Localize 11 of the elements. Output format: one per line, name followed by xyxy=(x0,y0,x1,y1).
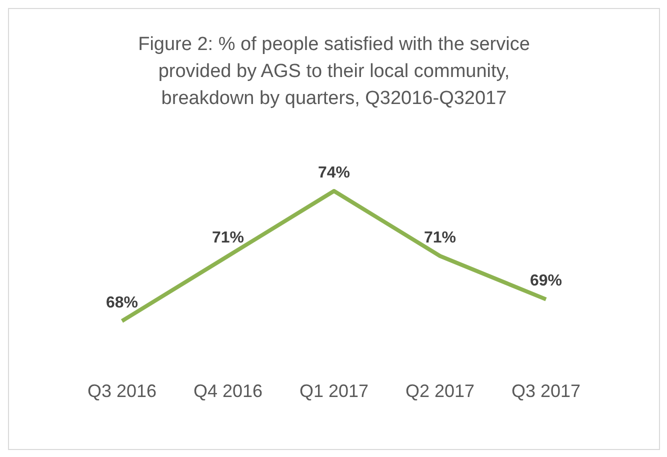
x-tick-label: Q3 2017 xyxy=(511,380,581,401)
x-tick-label: Q1 2017 xyxy=(299,380,369,401)
x-tick-label: Q2 2017 xyxy=(405,380,475,401)
data-label: 68% xyxy=(106,294,138,312)
data-label: 69% xyxy=(530,272,562,290)
chart-title: Figure 2: % of people satisfied with the service provided by AGS to their local community, breakdown by quarters, Q32016-Q32017 xyxy=(137,33,531,111)
data-label: 71% xyxy=(212,229,244,246)
x-tick-label: Q3 2016 xyxy=(87,380,157,401)
data-label: 71% xyxy=(424,229,456,246)
x-tick-label: Q4 2016 xyxy=(193,380,263,401)
data-label: 74% xyxy=(318,164,350,182)
